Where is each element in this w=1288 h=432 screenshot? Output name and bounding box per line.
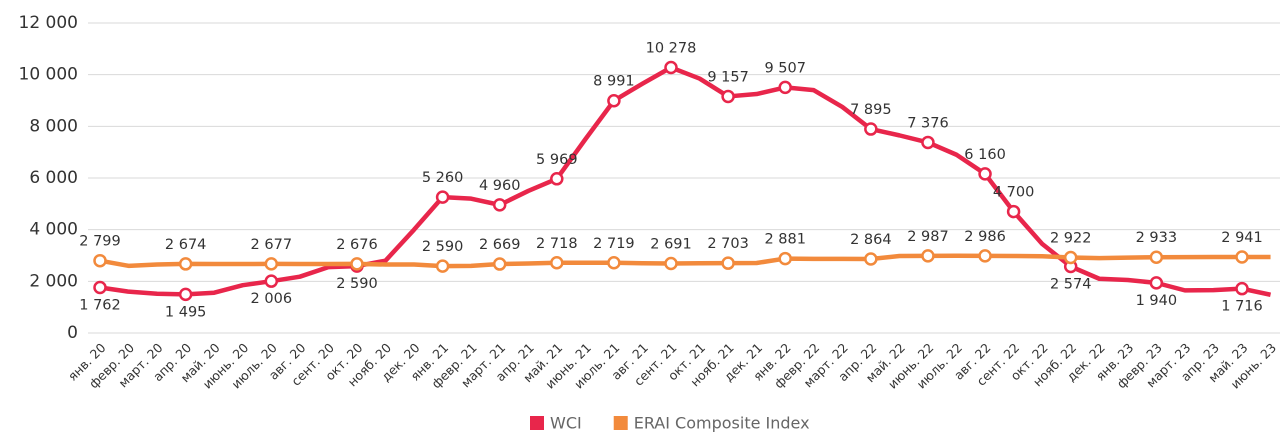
y-tick-label: 6 000 <box>29 168 78 188</box>
data-label: 7 895 <box>850 102 892 118</box>
data-label: 2 590 <box>422 239 464 255</box>
point <box>1235 250 1249 264</box>
point <box>1006 204 1021 219</box>
point <box>921 135 935 150</box>
data-label: 9 507 <box>764 60 806 76</box>
y-tick-label: 12 000 <box>19 13 78 33</box>
point <box>864 252 878 266</box>
point <box>721 89 735 104</box>
data-label: 1 716 <box>1221 299 1263 315</box>
point <box>921 249 935 263</box>
data-label: 2 677 <box>251 237 293 253</box>
data-label: 2 986 <box>964 229 1006 245</box>
point <box>264 274 279 288</box>
data-label: 2 881 <box>764 232 806 248</box>
data-label: 2 864 <box>850 232 892 248</box>
data-label: 1 495 <box>165 304 207 320</box>
data-label: 2 718 <box>536 236 578 252</box>
y-tick-label: 8 000 <box>29 116 78 136</box>
point <box>978 249 992 263</box>
data-label: 4 960 <box>479 178 521 194</box>
data-label: 9 157 <box>707 69 749 85</box>
data-label: 5 260 <box>422 170 464 186</box>
data-label: 2 674 <box>165 237 207 253</box>
point <box>607 256 621 270</box>
point <box>178 257 193 271</box>
point <box>93 253 107 268</box>
data-label: 4 700 <box>993 185 1035 201</box>
point <box>864 122 878 136</box>
data-label: 2 922 <box>1050 231 1092 247</box>
data-label: 2 987 <box>907 229 949 245</box>
data-label: 2 590 <box>336 276 378 292</box>
y-tick-label: 4 000 <box>29 220 78 240</box>
data-label: 10 278 <box>646 40 697 56</box>
data-label: 2 691 <box>650 236 692 252</box>
data-label: 2 703 <box>707 236 749 252</box>
legend-swatch <box>613 416 628 430</box>
data-label: 2 799 <box>79 234 121 250</box>
data-label: 6 160 <box>964 147 1006 163</box>
point <box>1149 250 1164 264</box>
point <box>492 198 507 212</box>
y-tick-label: 0 <box>67 323 78 343</box>
legend-swatch <box>530 416 544 430</box>
point <box>978 167 992 181</box>
data-label: 1 762 <box>79 297 121 313</box>
data-label: 1 940 <box>1136 293 1178 309</box>
data-label: 2 669 <box>479 237 521 253</box>
legend-label: ERAI Composite Index <box>634 414 810 432</box>
point <box>435 259 450 273</box>
point <box>93 280 107 295</box>
point <box>664 256 678 271</box>
point <box>778 251 792 266</box>
data-label: 2 941 <box>1221 230 1263 246</box>
point <box>1149 276 1164 290</box>
point <box>1063 250 1078 265</box>
point <box>664 60 678 75</box>
data-label: 8 991 <box>593 74 635 90</box>
point <box>178 287 193 302</box>
y-tick-label: 10 000 <box>19 65 78 85</box>
point <box>492 257 507 271</box>
point <box>778 80 792 95</box>
point <box>435 190 450 204</box>
point <box>550 172 564 186</box>
data-label: 7 376 <box>907 115 949 131</box>
point <box>1235 281 1249 296</box>
point <box>607 93 621 108</box>
data-label: 2 933 <box>1136 230 1178 246</box>
data-label: 2 006 <box>251 291 293 307</box>
data-label: 2 676 <box>336 237 378 253</box>
point <box>550 256 564 270</box>
legend-label: WCI <box>550 414 582 432</box>
y-tick-label: 2 000 <box>29 271 78 291</box>
point <box>721 256 735 270</box>
data-label: 2 719 <box>593 236 635 252</box>
point <box>350 257 364 271</box>
point <box>264 257 279 271</box>
data-label: 2 574 <box>1050 277 1092 293</box>
data-label: 5 969 <box>536 152 578 168</box>
